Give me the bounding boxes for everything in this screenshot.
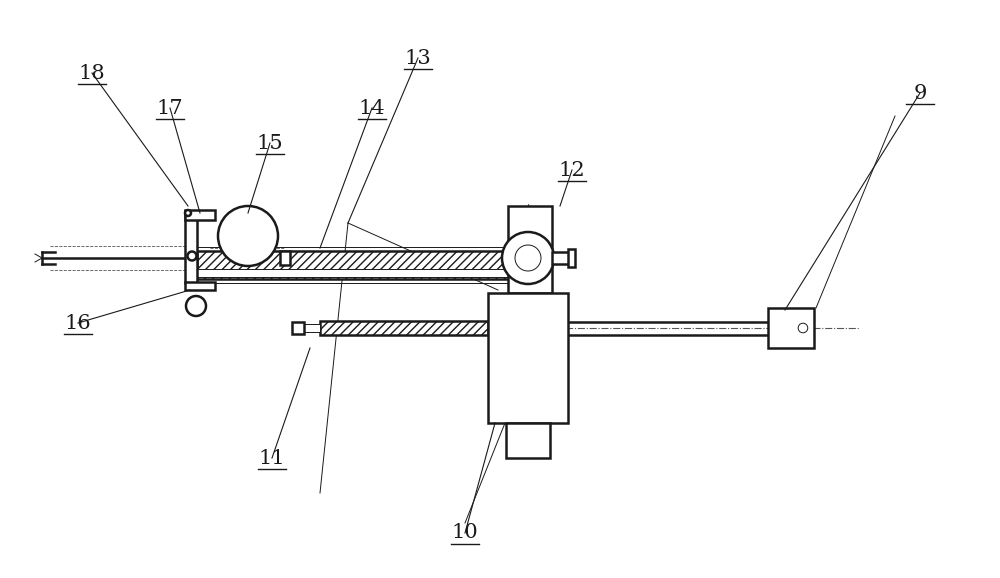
Text: 14: 14: [359, 98, 385, 117]
Bar: [488, 293, 568, 423]
Bar: [568, 249, 575, 267]
Bar: [508, 206, 552, 293]
Bar: [302, 324, 320, 332]
Bar: [197, 269, 528, 277]
Text: 10: 10: [452, 524, 478, 543]
Bar: [509, 425, 547, 456]
Bar: [493, 297, 563, 419]
Text: 12: 12: [559, 161, 585, 180]
Bar: [768, 308, 814, 348]
Circle shape: [186, 296, 206, 316]
Bar: [292, 322, 304, 334]
Circle shape: [218, 206, 278, 266]
Circle shape: [188, 251, 197, 261]
Bar: [506, 423, 550, 458]
Bar: [320, 321, 488, 335]
Text: 17: 17: [157, 98, 183, 117]
Text: 16: 16: [65, 313, 91, 332]
Text: 11: 11: [259, 449, 285, 468]
Circle shape: [515, 245, 541, 271]
Bar: [197, 251, 528, 279]
Text: 13: 13: [405, 49, 431, 68]
Bar: [185, 210, 215, 220]
Bar: [552, 252, 574, 264]
Bar: [185, 282, 215, 290]
Bar: [280, 251, 290, 265]
Text: 15: 15: [257, 134, 283, 153]
Circle shape: [502, 232, 554, 284]
Text: 9: 9: [913, 83, 927, 102]
Text: 18: 18: [79, 64, 105, 83]
Bar: [185, 211, 197, 283]
Circle shape: [798, 323, 808, 333]
Circle shape: [185, 210, 191, 216]
